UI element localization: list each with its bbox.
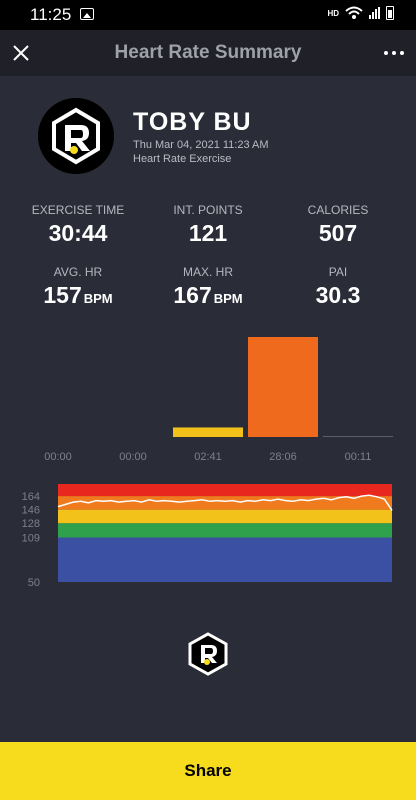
status-icons: HD bbox=[327, 6, 394, 20]
close-icon[interactable] bbox=[10, 42, 32, 64]
zone-bar-label-0: 00:00 bbox=[44, 451, 72, 463]
stat-exercise-time: EXERCISE TIME 30:44 bbox=[31, 203, 125, 246]
hr-tick-50: 50 bbox=[28, 577, 40, 589]
app-logo-icon bbox=[188, 632, 228, 676]
image-icon bbox=[80, 8, 94, 20]
wifi-icon bbox=[345, 6, 363, 19]
profile-name: TOBY BU bbox=[133, 108, 252, 136]
stat-pai: PAI 30.3 bbox=[315, 265, 361, 308]
hr-zone-0 bbox=[58, 537, 392, 582]
stat-avg-hr: AVG. HR 157 BPM bbox=[43, 265, 113, 308]
battery-icon bbox=[386, 6, 394, 20]
hr-tick-164: 164 bbox=[22, 491, 40, 503]
app-bar: Heart Rate Summary bbox=[0, 30, 416, 76]
zone-bar-4 bbox=[323, 436, 393, 437]
hr-zone-2 bbox=[58, 509, 392, 524]
signal-icon bbox=[369, 7, 380, 19]
exercise-type: Heart Rate Exercise bbox=[133, 153, 232, 165]
network-type-label: HD bbox=[327, 8, 339, 18]
zone-bar-label-4: 00:11 bbox=[345, 451, 372, 463]
exercise-date: Thu Mar 04, 2021 11:23 AM bbox=[133, 139, 269, 151]
zone-bar-label-3: 28:06 bbox=[269, 451, 297, 463]
hr-tick-109: 109 bbox=[22, 533, 40, 545]
hr-line bbox=[57, 494, 393, 511]
zone-time-chart: 00:00 00:00 02:41 28:06 00:11 bbox=[44, 337, 393, 463]
status-time: 11:25 bbox=[30, 5, 72, 24]
more-icon[interactable] bbox=[384, 51, 404, 55]
zone-bar-3 bbox=[248, 337, 318, 437]
share-button[interactable]: Share bbox=[0, 742, 416, 800]
hr-tick-128: 128 bbox=[22, 518, 40, 530]
stat-int-points: INT. POINTS 121 bbox=[173, 203, 243, 246]
zone-bar-label-1: 00:00 bbox=[119, 451, 147, 463]
stat-max-hr: MAX. HR 167 BPM bbox=[173, 265, 243, 308]
zone-bar-label-2: 02:41 bbox=[194, 451, 222, 463]
avatar[interactable] bbox=[38, 98, 114, 174]
hr-zone-3 bbox=[58, 496, 392, 510]
page-title: Heart Rate Summary bbox=[114, 42, 302, 63]
hr-tick-146: 146 bbox=[22, 505, 40, 517]
zone-bar-2 bbox=[173, 427, 243, 437]
hr-zone-4 bbox=[58, 484, 392, 497]
stat-calories: CALORIES 507 bbox=[307, 203, 369, 246]
hr-zone-1 bbox=[58, 523, 392, 538]
status-bar: 11:25 HD bbox=[0, 0, 416, 30]
